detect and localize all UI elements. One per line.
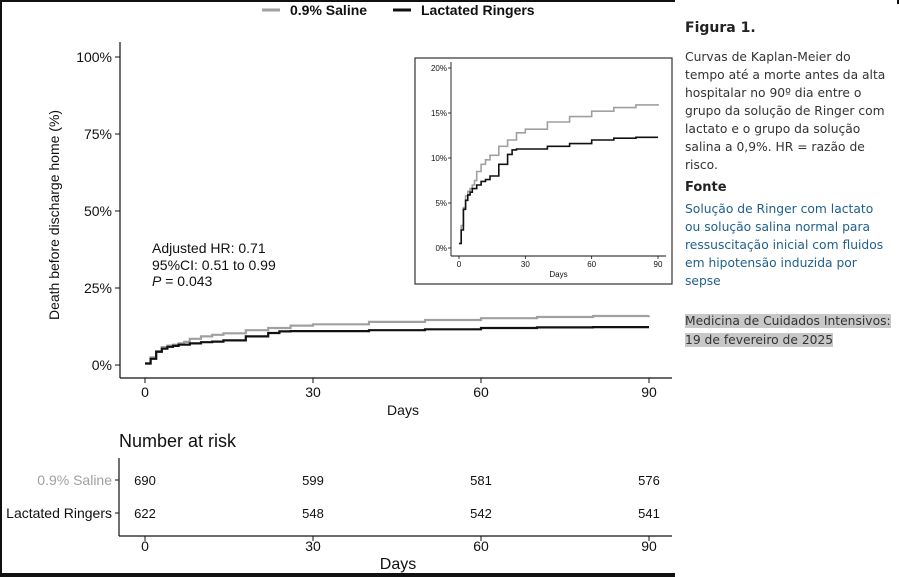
inset-y-tick-label: 0% bbox=[435, 244, 447, 253]
legend-label-ringers: Lactated Ringers bbox=[421, 2, 535, 18]
risk-table-title: Number at risk bbox=[119, 431, 237, 451]
risk-count-ringers: 542 bbox=[470, 506, 492, 521]
annotation-p-number: = 0.043 bbox=[161, 273, 212, 289]
kaplan-meier-figure: 0.9% Saline Lactated Ringers 0% 25% 50% 75% 10… bbox=[0, 0, 675, 577]
main-y-axis-title: Death before discharge home (%) bbox=[46, 110, 62, 320]
source-article-link[interactable]: Solução de Ringer com lactato ou solução… bbox=[685, 202, 884, 288]
risk-count-saline: 599 bbox=[302, 473, 324, 488]
main-x-tick-label: 30 bbox=[305, 384, 321, 400]
inset-x-tick-label: 60 bbox=[587, 260, 596, 269]
inset-x-tick-label: 0 bbox=[457, 260, 462, 269]
inset-curve-ringers bbox=[459, 136, 658, 245]
risk-count-ringers: 548 bbox=[302, 506, 324, 521]
corner-mark bbox=[897, 0, 899, 4]
main-y-tick-label: 75% bbox=[84, 126, 112, 142]
risk-count-saline: 581 bbox=[470, 473, 492, 488]
annotation-hr: Adjusted HR: 0.71 bbox=[152, 240, 266, 256]
risk-x-tick-label: 60 bbox=[473, 538, 489, 554]
annotation-ci: 95%CI: 0.51 to 0.99 bbox=[152, 257, 276, 273]
main-x-axis-title: Days bbox=[387, 402, 419, 418]
risk-row-label-ringers: Lactated Ringers bbox=[6, 505, 112, 521]
inset-x-tick-label: 90 bbox=[654, 260, 663, 269]
journal-name: Medicina de Cuidados Intensivos: bbox=[685, 314, 891, 328]
inset-y-tick-label: 15% bbox=[431, 109, 447, 118]
annotation-p-value: P = 0.043 bbox=[152, 273, 213, 289]
main-y-tick-label: 0% bbox=[92, 357, 112, 373]
risk-count-saline: 690 bbox=[134, 473, 156, 488]
figure-frame-bottom bbox=[0, 573, 675, 577]
risk-count-ringers: 541 bbox=[638, 506, 660, 521]
risk-row-label-saline: 0.9% Saline bbox=[37, 472, 112, 488]
annotation-p-label: P bbox=[152, 273, 162, 289]
risk-x-tick-label: 0 bbox=[141, 538, 149, 554]
legend-label-saline: 0.9% Saline bbox=[290, 2, 367, 18]
main-y-tick-label: 25% bbox=[84, 280, 112, 296]
inset-y-tick-label: 10% bbox=[431, 154, 447, 163]
figure-label: Figura 1. bbox=[685, 20, 756, 36]
inset-x-tick-label: 30 bbox=[521, 260, 530, 269]
inset-y-tick-label: 20% bbox=[431, 64, 447, 73]
main-x-tick-label: 90 bbox=[641, 384, 657, 400]
figure-sidebar: Figura 1. Curvas de Kaplan-Meier do temp… bbox=[685, 20, 891, 350]
risk-count-ringers: 622 bbox=[134, 506, 156, 521]
main-x-tick-label: 0 bbox=[141, 384, 149, 400]
inset-x-axis-title: Days bbox=[549, 270, 567, 279]
figure-caption: Curvas de Kaplan-Meier do tempo até a mo… bbox=[685, 50, 886, 172]
main-curve-ringers bbox=[145, 326, 649, 365]
source-heading: Fonte bbox=[685, 180, 727, 195]
journal-citation: Medicina de Cuidados Intensivos: 19 de f… bbox=[685, 312, 891, 350]
main-y-tick-label: 100% bbox=[76, 49, 112, 65]
risk-x-axis-title: Days bbox=[380, 556, 416, 573]
inset-frame bbox=[414, 57, 673, 285]
figure-frame-top bbox=[0, 0, 675, 2]
main-x-tick-label: 60 bbox=[473, 384, 489, 400]
figure-frame-left bbox=[0, 0, 2, 577]
journal-date: 19 de fevereiro de 2025 bbox=[685, 333, 834, 347]
main-curve-saline bbox=[145, 314, 651, 365]
risk-x-tick-label: 90 bbox=[641, 538, 657, 554]
risk-count-saline: 576 bbox=[638, 473, 660, 488]
risk-x-tick-label: 30 bbox=[305, 538, 321, 554]
inset-y-tick-label: 5% bbox=[435, 199, 447, 208]
main-y-tick-label: 50% bbox=[84, 203, 112, 219]
chart-canvas: 0.9% Saline Lactated Ringers 0% 25% 50% 75% 10… bbox=[6, 2, 673, 573]
